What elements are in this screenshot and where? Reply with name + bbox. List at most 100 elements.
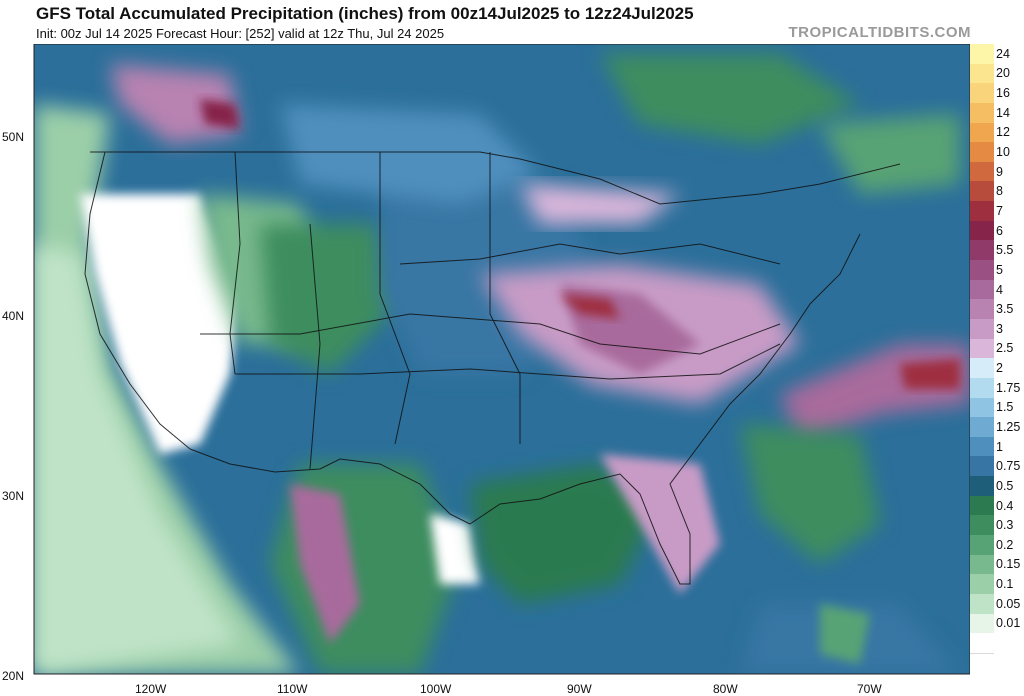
legend-swatch xyxy=(970,574,994,595)
legend-label: 1.25 xyxy=(996,419,1021,434)
legend-swatch xyxy=(970,554,994,576)
legend-row: 2.5 xyxy=(970,338,1024,360)
legend-label: 2.5 xyxy=(996,341,1014,356)
legend-row: 0.1 xyxy=(970,574,1024,595)
legend-label: 24 xyxy=(996,46,1010,61)
legend-label: 14 xyxy=(996,105,1010,120)
legend-label: 8 xyxy=(996,184,1003,199)
legend-label: 1.75 xyxy=(996,380,1021,395)
lat-label-40n: 40N xyxy=(2,309,24,323)
legend-label: 9 xyxy=(996,164,1003,179)
map-frame xyxy=(33,44,970,675)
legend-row: 0.4 xyxy=(970,495,1024,517)
legend-swatch xyxy=(970,240,994,262)
lat-label-30n: 30N xyxy=(2,489,24,503)
legend-row: 1.25 xyxy=(970,417,1024,438)
legend-row: 1.75 xyxy=(970,377,1024,399)
legend-row: 1 xyxy=(970,436,1024,458)
legend-swatch xyxy=(970,613,994,635)
legend-swatch xyxy=(970,142,994,163)
legend-swatch xyxy=(970,338,994,360)
legend-row: 9 xyxy=(970,161,1024,183)
legend-swatch xyxy=(970,260,994,281)
legend-row: 14 xyxy=(970,102,1024,124)
legend-label: 7 xyxy=(996,203,1003,218)
legend-swatch xyxy=(970,299,994,320)
legend-row: 0.5 xyxy=(970,476,1024,497)
legend-label: 5.5 xyxy=(996,243,1014,258)
precipitation-map: 50N 40N 30N 20N 120W 110W 100W 90W 80W 7… xyxy=(2,44,970,696)
legend-row: 20 xyxy=(970,63,1024,85)
legend-row: 0.01 xyxy=(970,613,1024,635)
legend-swatch xyxy=(970,417,994,438)
legend-swatch xyxy=(970,201,994,222)
legend-label: 2 xyxy=(996,361,1003,376)
legend-swatch xyxy=(970,83,994,104)
legend-row: 0.75 xyxy=(970,456,1024,478)
legend-row: 0.05 xyxy=(970,593,1024,615)
legend-label: 0.75 xyxy=(996,459,1021,474)
lat-label-20n: 20N xyxy=(2,669,24,683)
legend-swatch xyxy=(970,122,994,144)
legend-label: 0.2 xyxy=(996,537,1014,552)
legend-swatch xyxy=(970,476,994,497)
legend-label: 5 xyxy=(996,262,1003,277)
legend-row xyxy=(970,633,1024,654)
legend-label: 1.5 xyxy=(996,400,1014,415)
precipitation-legend: 24 20 16 14 12 10 9 8 7 6 5.5 5 4 3.5 3 2.5 2 1.75 1.5 1.25… xyxy=(970,44,1024,674)
legend-label: 0.4 xyxy=(996,498,1014,513)
legend-swatch xyxy=(970,633,994,654)
legend-row: 6 xyxy=(970,220,1024,242)
legend-row: 3 xyxy=(970,318,1024,340)
legend-row: 24 xyxy=(970,44,1024,65)
lon-label-90w: 90W xyxy=(567,682,592,696)
legend-label: 20 xyxy=(996,66,1010,81)
legend-label: 12 xyxy=(996,125,1010,140)
legend-swatch xyxy=(970,181,994,203)
legend-row: 3.5 xyxy=(970,299,1024,320)
legend-swatch xyxy=(970,377,994,399)
legend-label: 16 xyxy=(996,86,1010,101)
legend-row: 8 xyxy=(970,181,1024,203)
legend-swatch xyxy=(970,397,994,419)
legend-swatch xyxy=(970,102,994,124)
legend-row: 12 xyxy=(970,122,1024,144)
legend-row: 16 xyxy=(970,83,1024,104)
legend-row: 4 xyxy=(970,279,1024,301)
legend-label: 4 xyxy=(996,282,1003,297)
legend-swatch xyxy=(970,279,994,301)
legend-label: 3.5 xyxy=(996,302,1014,317)
legend-label: 0.1 xyxy=(996,577,1014,592)
lat-label-50n: 50N xyxy=(2,130,24,144)
legend-label: 0.5 xyxy=(996,478,1014,493)
legend-swatch xyxy=(970,495,994,517)
legend-swatch xyxy=(970,593,994,615)
legend-row: 5.5 xyxy=(970,240,1024,262)
legend-label: 0.05 xyxy=(996,596,1021,611)
legend-label: 0.01 xyxy=(996,616,1021,631)
legend-label: 3 xyxy=(996,321,1003,336)
legend-swatch xyxy=(970,161,994,183)
legend-label: 1 xyxy=(996,439,1003,454)
longitude-axis: 120W 110W 100W 90W 80W 70W xyxy=(135,682,882,696)
legend-row: 0.15 xyxy=(970,554,1024,576)
legend-label: 0.15 xyxy=(996,557,1021,572)
political-boundaries xyxy=(84,151,901,585)
legend-row: 0.2 xyxy=(970,535,1024,556)
legend-swatch xyxy=(970,318,994,340)
site-watermark: TROPICALTIDBITS.COM xyxy=(788,24,971,41)
legend-row: 10 xyxy=(970,142,1024,163)
legend-label: 10 xyxy=(996,145,1010,160)
lon-label-110w: 110W xyxy=(277,682,308,696)
legend-label: 0.3 xyxy=(996,518,1014,533)
lon-label-120w: 120W xyxy=(135,682,167,696)
legend-swatch xyxy=(970,358,994,379)
lon-label-100w: 100W xyxy=(420,682,452,696)
latitude-axis: 50N 40N 30N 20N xyxy=(2,130,24,683)
precip-field xyxy=(34,44,970,674)
legend-swatch xyxy=(970,44,994,65)
lon-label-70w: 70W xyxy=(857,682,882,696)
legend-swatch xyxy=(970,220,994,242)
legend-swatch xyxy=(970,515,994,537)
legend-row: 7 xyxy=(970,201,1024,222)
